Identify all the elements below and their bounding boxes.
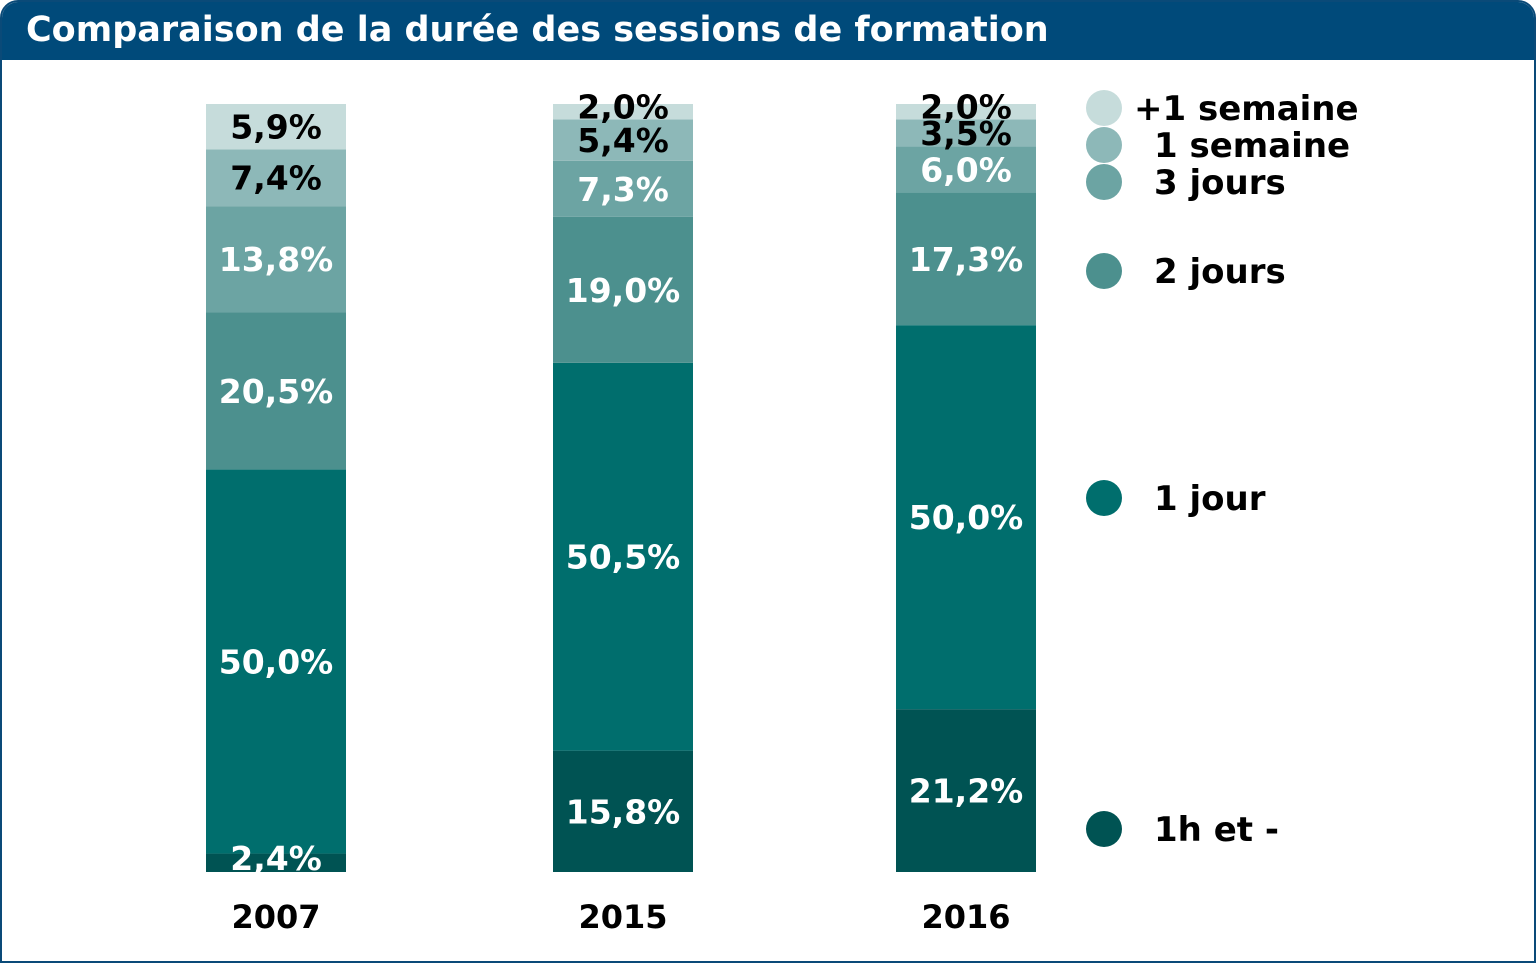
legend-marker-3-jours	[1086, 164, 1122, 200]
legend-label-1h-et: 1h et -	[1154, 810, 1279, 850]
data-label-2016-3-jours: 6,0%	[920, 150, 1012, 189]
x-tick-label-2016: 2016	[921, 898, 1010, 936]
bar-segment-2007-2-jours	[206, 312, 346, 470]
legend-marker-2-jours	[1086, 253, 1122, 289]
bar-segment-2016-3-jours	[896, 146, 1036, 193]
title-bar: Comparaison de la durée des sessions de …	[2, 2, 1534, 60]
data-label-2015-1h-et: 15,8%	[566, 792, 681, 831]
data-label-2007-1-jour: 50,0%	[219, 643, 334, 682]
bar-segment-2015-1-semaine	[553, 119, 693, 161]
legend-label-1-jour: 1 jour	[1154, 479, 1266, 519]
data-label-2016-2-jours: 17,3%	[909, 240, 1024, 279]
legend-label-2-jours: 2 jours	[1154, 252, 1286, 292]
data-label-2015-1-semaine: 2,0%	[577, 87, 669, 126]
legend-label-1-semaine: 1 semaine	[1154, 126, 1350, 166]
legend-marker-1-semaine	[1086, 127, 1122, 163]
bar-segment-2016-1-jour	[896, 325, 1036, 710]
data-label-2007-3-jours: 13,8%	[219, 240, 334, 279]
bar-segment-2016-1-semaine	[896, 104, 1036, 120]
bar-segment-2015-2-jours	[553, 216, 693, 363]
data-label-2015-1-jour: 50,5%	[566, 538, 681, 577]
legend-label-3-jours: 3 jours	[1154, 163, 1286, 203]
data-label-2015-3-jours: 7,3%	[577, 170, 669, 209]
legend-label-1-semaine: +1 semaine	[1134, 89, 1359, 129]
data-label-2016-1-semaine: 3,5%	[920, 114, 1012, 153]
data-label-2016-1h-et: 21,2%	[909, 772, 1024, 811]
legend-marker-1h-et	[1086, 811, 1122, 847]
legend-marker-1-jour	[1086, 480, 1122, 516]
bar-segment-2007-1-jour	[206, 469, 346, 854]
bar-segment-2007-1-semaine	[206, 104, 346, 150]
bar-segment-2007-1-semaine	[206, 149, 346, 207]
bar-segment-2016-2-jours	[896, 192, 1036, 326]
legend-marker-1-semaine	[1086, 90, 1122, 126]
data-label-2007-2-jours: 20,5%	[219, 372, 334, 411]
x-tick-label-2015: 2015	[578, 898, 667, 936]
bar-segment-2007-3-jours	[206, 206, 346, 313]
bar-segment-2015-1h-et	[553, 750, 693, 872]
bar-segment-2007-1h-et	[206, 853, 346, 872]
bar-segment-2015-3-jours	[553, 160, 693, 217]
data-label-2016-1-jour: 50,0%	[909, 498, 1024, 537]
bar-segment-2015-1-semaine	[553, 104, 693, 120]
data-label-2016-1-semaine: 2,0%	[920, 87, 1012, 126]
data-label-2015-1-semaine: 5,4%	[577, 121, 669, 160]
bar-segment-2016-1-semaine	[896, 119, 1036, 147]
bar-segment-2016-1h-et	[896, 709, 1036, 872]
data-label-2007-1h-et: 2,4%	[230, 839, 322, 878]
chart-title: Comparaison de la durée des sessions de …	[26, 10, 1049, 50]
data-label-2015-2-jours: 19,0%	[566, 271, 681, 310]
bar-segment-2015-1-jour	[553, 362, 693, 751]
x-tick-label-2007: 2007	[231, 898, 320, 936]
data-label-2007-1-semaine: 7,4%	[230, 159, 322, 198]
data-label-2007-1-semaine: 5,9%	[230, 108, 322, 147]
